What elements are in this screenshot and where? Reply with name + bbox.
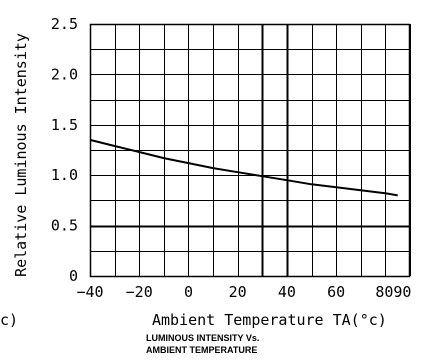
y-tick-label: 0.5 [51,217,78,235]
grid [89,23,411,278]
x-tick-label: 20 [229,283,247,301]
caption-line-2: AMBIENT TEMPERATURE [146,345,257,355]
clipped-left-text: c) [0,311,18,329]
y-tick-label: 2.5 [51,15,78,33]
plot-frame [89,23,411,278]
x-tick-label: 80 [375,283,393,301]
x-tick-label: 60 [327,283,345,301]
series-line-0 [89,138,398,197]
y-axis-label: Relative Luminous Intensity [12,33,30,277]
x-tick-label: −40 [76,283,103,301]
caption-line-1: LUMINOUS INTENSITY Vs. [146,333,259,343]
y-tick-label: 1.5 [51,116,78,134]
x-tick-labels: −40 −20 0 20 40 60 80 90 [76,283,411,301]
y-tick-labels: 0 0.5 1.0 1.5 2.0 2.5 [51,15,78,285]
y-tick-label: 1.0 [51,166,78,184]
x-tick-label: 40 [278,283,296,301]
x-tick-label: 90 [393,283,411,301]
x-tick-label: −20 [126,283,153,301]
y-tick-label: 2.0 [51,65,78,83]
x-tick-label: 0 [184,283,193,301]
x-axis-label: Ambient Temperature TA(°c) [152,311,387,329]
series-layer [89,138,398,197]
y-tick-label: 0 [69,267,78,285]
